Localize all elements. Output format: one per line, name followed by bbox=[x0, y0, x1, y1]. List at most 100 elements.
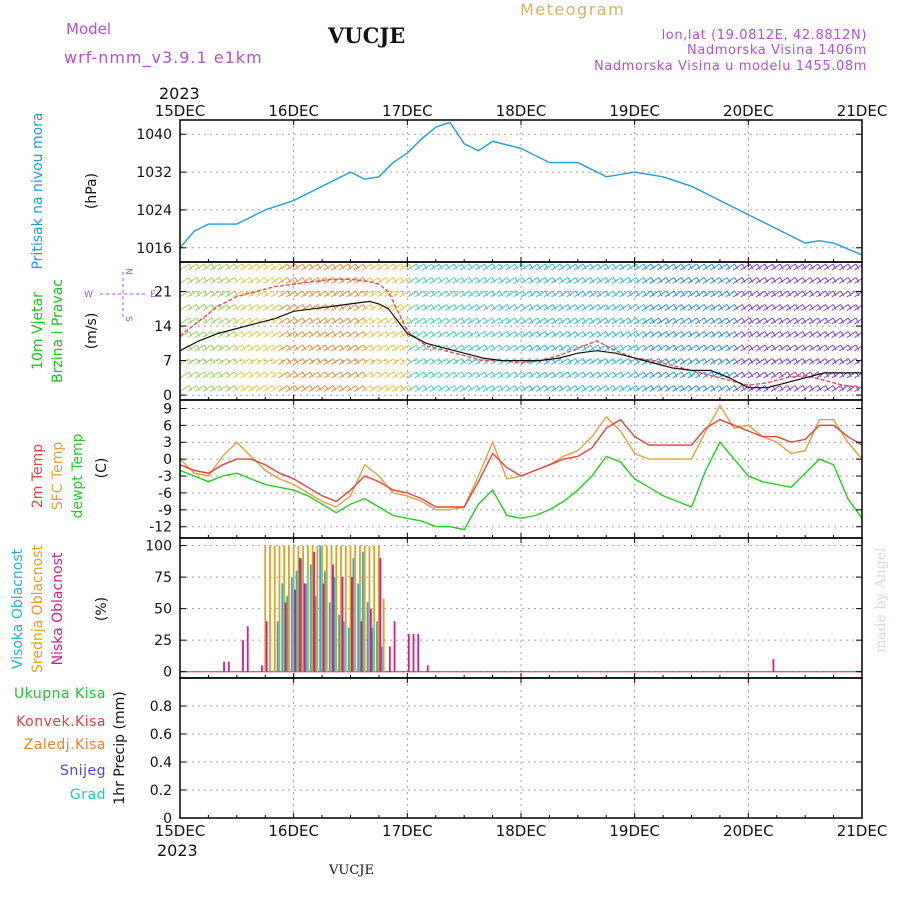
wind-barb bbox=[588, 290, 599, 298]
wind-barb-flag bbox=[400, 331, 405, 337]
wind-barb-flag bbox=[203, 385, 208, 391]
wind-barb-flag bbox=[832, 385, 837, 391]
wind-barb-flag bbox=[484, 385, 488, 391]
wind-barb bbox=[831, 358, 841, 365]
wind-barb-flag bbox=[825, 290, 829, 297]
wind-barb-flag bbox=[537, 331, 542, 337]
wind-barb bbox=[679, 331, 690, 338]
wind-barb bbox=[725, 385, 735, 392]
wind-barb bbox=[210, 304, 220, 311]
wind-barb-flag bbox=[582, 385, 587, 391]
wind-barb bbox=[695, 277, 705, 284]
wind-barb bbox=[202, 317, 213, 325]
wind-barb bbox=[679, 358, 690, 365]
wind-barb bbox=[634, 331, 644, 338]
wind-barb-flag bbox=[802, 344, 807, 351]
wind-barb bbox=[702, 317, 713, 325]
wind-barb-flag bbox=[203, 304, 208, 310]
wind-barb-flag bbox=[544, 304, 549, 310]
wind-barb bbox=[407, 317, 417, 325]
compass-south: S bbox=[123, 316, 133, 322]
wind-barb bbox=[558, 385, 569, 392]
wind-barb-flag bbox=[809, 263, 814, 270]
wind-barb bbox=[785, 385, 796, 392]
wind-barb-flag bbox=[794, 317, 799, 324]
wind-barb bbox=[687, 344, 697, 352]
wind-barb-flag bbox=[499, 277, 504, 283]
wind-barb bbox=[581, 290, 591, 298]
wind-barb bbox=[338, 277, 349, 284]
wind-barb bbox=[467, 263, 478, 271]
wind-barb bbox=[641, 304, 652, 311]
wind-barb-flag bbox=[643, 290, 648, 297]
wind-barb-flag bbox=[446, 277, 451, 283]
wind-barb-flag bbox=[650, 371, 655, 378]
wind-barb bbox=[263, 304, 273, 311]
wind-barb-flag bbox=[665, 277, 670, 283]
wind-barb bbox=[225, 263, 235, 271]
wind-barb bbox=[225, 317, 235, 325]
wind-barb-flag bbox=[772, 304, 776, 310]
wind-barb-flag bbox=[643, 331, 648, 337]
wind-barb bbox=[376, 277, 387, 284]
wind-barb-flag bbox=[688, 317, 693, 324]
wind-barb-flag bbox=[423, 331, 428, 337]
wind-barb-flag bbox=[726, 263, 731, 270]
wind-barb bbox=[293, 385, 303, 392]
wind-barb-flag bbox=[764, 317, 769, 324]
wind-barb bbox=[467, 304, 478, 311]
wind-barb bbox=[672, 290, 682, 298]
wind-barb bbox=[240, 371, 250, 379]
wind-barb bbox=[755, 385, 766, 392]
wind-barb bbox=[240, 317, 250, 325]
wind-barb-flag bbox=[696, 290, 701, 297]
wind-barb-flag bbox=[582, 317, 587, 324]
wind-barb bbox=[611, 304, 622, 311]
wind-barb-flag bbox=[871, 278, 874, 283]
wind-barb bbox=[528, 385, 538, 392]
wind-barb bbox=[755, 317, 766, 325]
wind-barb-flag bbox=[871, 305, 874, 310]
temp-title-2m: 2m Temp bbox=[30, 444, 46, 508]
wind-barb-flag bbox=[635, 290, 640, 297]
compass-west: W bbox=[84, 290, 93, 300]
wind-barb-flag bbox=[355, 277, 360, 283]
wind-barb-flag bbox=[468, 317, 473, 324]
wind-barb-flag bbox=[317, 331, 322, 337]
wind-barb-flag bbox=[628, 290, 632, 297]
wind-barb-flag bbox=[847, 290, 852, 297]
wind-barb-flag bbox=[764, 344, 769, 351]
wind-barb-flag bbox=[871, 359, 874, 364]
wind-barb-flag bbox=[370, 277, 375, 283]
wind-barb-flag bbox=[612, 371, 617, 378]
wind-barb-flag bbox=[188, 331, 193, 337]
wind-barb-flag bbox=[385, 277, 390, 283]
wind-barb-flag bbox=[779, 385, 784, 391]
wind-barb bbox=[452, 371, 463, 379]
wind-barb-flag bbox=[468, 304, 473, 310]
wind-barb bbox=[702, 290, 713, 298]
wind-barb-flag bbox=[764, 263, 769, 270]
wind-barb bbox=[808, 304, 819, 311]
wind-barb-flag bbox=[734, 385, 739, 391]
wind-barb-flag bbox=[234, 385, 238, 391]
elevation-text: Nadmorska Visina 1406m bbox=[687, 43, 867, 58]
cloud-title-high: Visoka Oblacnost bbox=[10, 548, 26, 669]
wind-barb-flag bbox=[264, 290, 269, 297]
wind-barb-flag bbox=[590, 317, 595, 324]
wind-barb-flag bbox=[468, 344, 473, 351]
wind-barb bbox=[725, 290, 735, 298]
compass-north: N bbox=[123, 268, 133, 275]
wind-barb bbox=[285, 290, 296, 298]
wind-barb bbox=[376, 344, 387, 352]
wind-barb-flag bbox=[871, 386, 874, 391]
wind-barb bbox=[361, 317, 372, 325]
wind-barb bbox=[422, 277, 432, 284]
wind-barb bbox=[460, 263, 470, 271]
temp-title-dewpt: dewpt Temp bbox=[70, 433, 86, 518]
wind-barb-flag bbox=[650, 331, 655, 337]
wind-barb bbox=[748, 317, 758, 325]
wind-barb-flag bbox=[635, 317, 640, 324]
wind-barb-flag bbox=[681, 304, 685, 310]
wind-barb-flag bbox=[476, 385, 481, 391]
